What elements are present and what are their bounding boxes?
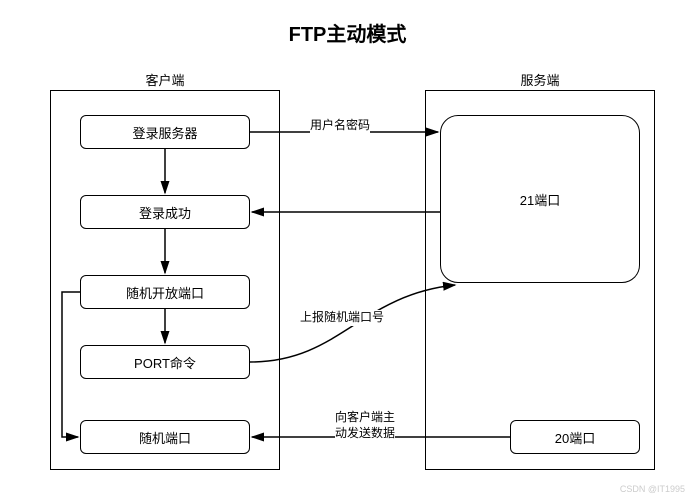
edge-label-report: 上报随机端口号	[300, 310, 384, 326]
client-label: 客户端	[50, 70, 280, 89]
server-label: 服务端	[425, 70, 655, 89]
diagram-title: FTP主动模式	[0, 18, 695, 47]
node-port21: 21端口	[440, 115, 640, 283]
edge-label-userpwd: 用户名密码	[310, 118, 370, 134]
edge-label-send: 向客户端主 动发送数据	[335, 410, 395, 441]
node-open-port: 随机开放端口	[80, 275, 250, 309]
node-login: 登录服务器	[80, 115, 250, 149]
watermark: CSDN @IT1995	[620, 484, 685, 494]
node-port-cmd: PORT命令	[80, 345, 250, 379]
node-success: 登录成功	[80, 195, 250, 229]
node-port20: 20端口	[510, 420, 640, 454]
node-rand-port: 随机端口	[80, 420, 250, 454]
